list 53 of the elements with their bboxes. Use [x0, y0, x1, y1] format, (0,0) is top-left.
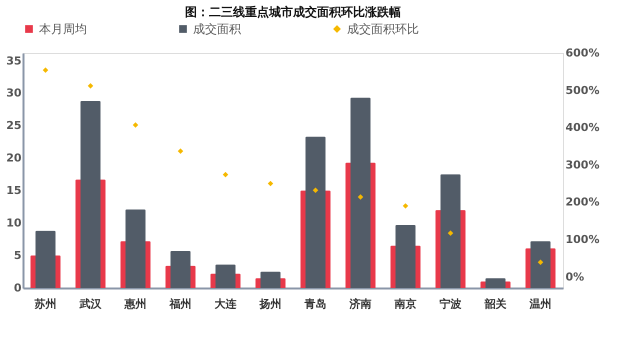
legend-label: 本月周均	[39, 22, 87, 36]
y-tick-label: 35	[6, 54, 22, 68]
bar	[216, 264, 236, 288]
y2-tick-label: 500%	[566, 84, 600, 97]
y2-tick-label: 100%	[566, 233, 600, 246]
y2-tick-label: 600%	[566, 46, 600, 60]
bar	[126, 209, 146, 288]
x-tick-label: 武汉	[78, 298, 102, 310]
point	[402, 203, 408, 209]
bar	[530, 241, 550, 288]
bar	[170, 250, 190, 288]
point	[268, 180, 274, 186]
x-tick-label: 大连	[214, 298, 238, 310]
x-tick-label: 南京	[394, 298, 416, 310]
y-tick-label: 30	[6, 86, 22, 100]
y-tick-label: 10	[6, 216, 22, 230]
x-tick-label: 福州	[168, 298, 192, 310]
bar	[36, 230, 56, 288]
bar	[306, 136, 326, 288]
y-tick-label: 0	[14, 282, 22, 294]
x-tick-label: 惠州	[124, 298, 146, 310]
point	[178, 148, 184, 154]
point	[132, 122, 138, 128]
point	[312, 188, 318, 194]
y2-tick-label: 200%	[566, 196, 600, 209]
bar	[486, 278, 506, 288]
bar	[80, 101, 100, 288]
y2-tick-label: 300%	[566, 158, 600, 172]
point	[88, 83, 94, 89]
x-tick-label: 宁波	[440, 298, 462, 310]
chart-title: 图：二三线重点城市成交面积环比涨跌幅	[185, 5, 401, 19]
y2-tick-label: 0%	[566, 270, 584, 284]
x-tick-label: 青岛	[304, 298, 326, 310]
bar	[396, 225, 416, 288]
bar	[260, 272, 280, 288]
x-tick-label: 苏州	[34, 298, 56, 310]
y2-tick-label: 400%	[566, 121, 600, 134]
y-tick-label: 5	[14, 249, 22, 262]
y-tick-label: 20	[6, 152, 22, 165]
point	[448, 230, 454, 236]
legend-label: 成交面积	[193, 22, 241, 36]
x-tick-label: 扬州	[258, 298, 282, 310]
point	[222, 172, 228, 178]
x-tick-label: 济南	[348, 298, 372, 310]
y-tick-label: 25	[6, 119, 22, 132]
point	[42, 67, 48, 73]
x-tick-label: 温州	[528, 298, 552, 310]
y-tick-label: 15	[6, 184, 22, 198]
legend-label: 成交面积环比	[347, 22, 419, 36]
bar	[440, 174, 460, 288]
bar	[350, 98, 370, 288]
x-tick-label: 韶关	[484, 298, 508, 310]
point	[358, 194, 364, 200]
